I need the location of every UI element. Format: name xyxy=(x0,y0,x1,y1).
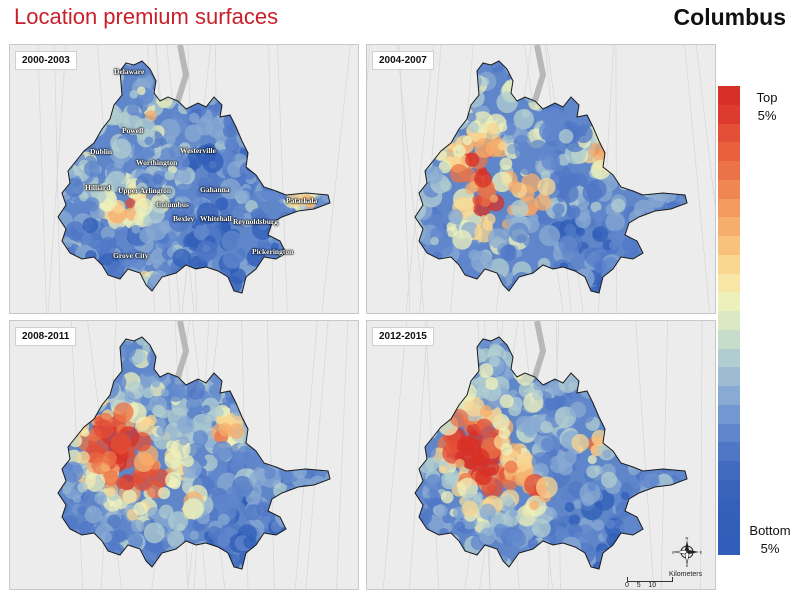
place-label-whitehall: Whitehall xyxy=(200,214,232,223)
premium-surface-map xyxy=(37,45,351,313)
legend-swatch xyxy=(718,142,740,161)
place-label-powell: Powell xyxy=(122,126,144,135)
place-label-worthington: Worthington xyxy=(136,158,178,167)
place-label-pickerington: Pickerington xyxy=(252,247,294,256)
compass-s: S xyxy=(686,563,689,567)
map-panel-2008-2011: 2008-2011 xyxy=(9,320,359,590)
place-label-pataskala: Pataskala xyxy=(286,196,318,205)
place-label-gahanna: Gahanna xyxy=(200,185,230,194)
legend-swatch xyxy=(718,217,740,236)
period-label: 2008-2011 xyxy=(15,327,77,346)
premium-surface-map xyxy=(367,45,715,313)
legend-swatch xyxy=(718,386,740,405)
legend-swatch xyxy=(718,367,740,386)
place-label-upper-arlington: Upper Arlington xyxy=(118,186,171,195)
place-label-westerville: Westerville xyxy=(180,146,216,155)
period-label: 2004-2007 xyxy=(372,51,434,70)
compass-w: W xyxy=(672,550,675,555)
place-label-columbus: Columbus xyxy=(156,200,189,209)
legend-top-label: Top 5% xyxy=(756,90,778,123)
legend-swatch xyxy=(718,161,740,180)
legend-swatch xyxy=(718,536,740,555)
place-label-reynoldsburg: Reynoldsburg xyxy=(233,217,279,226)
legend-swatch xyxy=(718,348,740,368)
scale-ticks: 0 5 10 xyxy=(625,582,657,589)
legend-swatch xyxy=(718,423,740,443)
place-label-grove-city: Grove City xyxy=(113,251,149,260)
legend-swatch xyxy=(718,442,740,461)
place-label-bexley: Bexley xyxy=(173,214,195,223)
legend-swatch xyxy=(718,404,740,424)
legend-swatch xyxy=(718,498,740,518)
place-label-dublin: Dublin xyxy=(90,147,113,156)
period-label: 2012-2015 xyxy=(372,327,434,346)
scale-bar: Kilometers 0 5 10 xyxy=(625,568,715,596)
legend-swatch xyxy=(718,479,740,499)
legend-swatch xyxy=(718,86,740,105)
legend-swatch xyxy=(718,198,740,218)
map-panel-2000-2003: 2000-2003 Delaware Powell Dublin Westerv… xyxy=(9,44,359,314)
color-legend xyxy=(718,86,740,555)
legend-swatch xyxy=(718,104,740,124)
period-label: 2000-2003 xyxy=(15,51,77,70)
compass-e: E xyxy=(700,550,702,555)
page-title: Location premium surfaces xyxy=(14,4,279,29)
premium-surface-map xyxy=(57,321,349,589)
legend-swatch xyxy=(718,461,740,480)
legend-swatch xyxy=(718,273,740,293)
legend-swatch xyxy=(718,311,740,330)
place-label-delaware: Delaware xyxy=(114,67,145,76)
legend-swatch xyxy=(718,179,740,199)
map-panel-2012-2015: 2012-2015 xyxy=(366,320,716,590)
compass-icon: N S W E xyxy=(672,537,702,567)
legend-swatch xyxy=(718,517,740,536)
legend-swatch xyxy=(718,292,740,311)
legend-bottom-label: Bottom 5% xyxy=(749,523,791,556)
scale-bar-line xyxy=(627,577,673,582)
legend-swatch xyxy=(718,236,740,255)
map-panel-2004-2007: 2004-2007 xyxy=(366,44,716,314)
city-name: Columbus xyxy=(673,4,786,30)
compass-n: N xyxy=(686,537,689,541)
premium-surface-map xyxy=(382,321,703,589)
legend-swatch xyxy=(718,123,740,143)
scale-unit: Kilometers xyxy=(669,571,703,578)
legend-swatch xyxy=(718,254,740,274)
legend-swatch xyxy=(718,329,740,349)
place-label-hilliard: Hilliard xyxy=(85,183,111,192)
